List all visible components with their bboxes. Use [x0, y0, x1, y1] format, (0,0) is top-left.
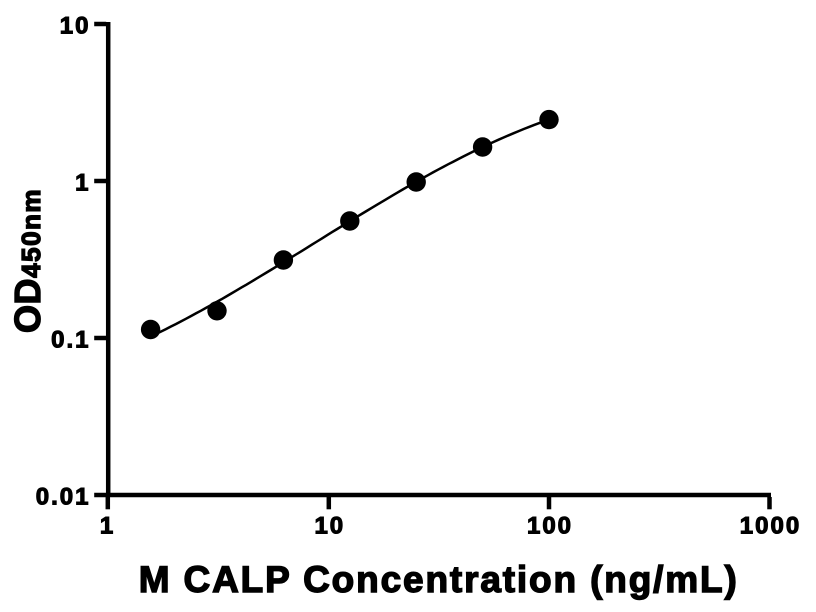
svg-text:1000: 1000 — [740, 512, 801, 539]
svg-text:1: 1 — [100, 512, 115, 539]
svg-text:0.01: 0.01 — [36, 483, 91, 510]
svg-text:1: 1 — [75, 169, 90, 196]
svg-text:M CALP Concentration (ng/mL): M CALP Concentration (ng/mL) — [139, 559, 739, 600]
svg-text:10: 10 — [60, 12, 91, 39]
svg-text:0.1: 0.1 — [51, 326, 90, 353]
svg-text:10: 10 — [314, 512, 345, 539]
svg-text:OD450nm: OD450nm — [7, 188, 48, 333]
svg-text:100: 100 — [527, 512, 573, 539]
